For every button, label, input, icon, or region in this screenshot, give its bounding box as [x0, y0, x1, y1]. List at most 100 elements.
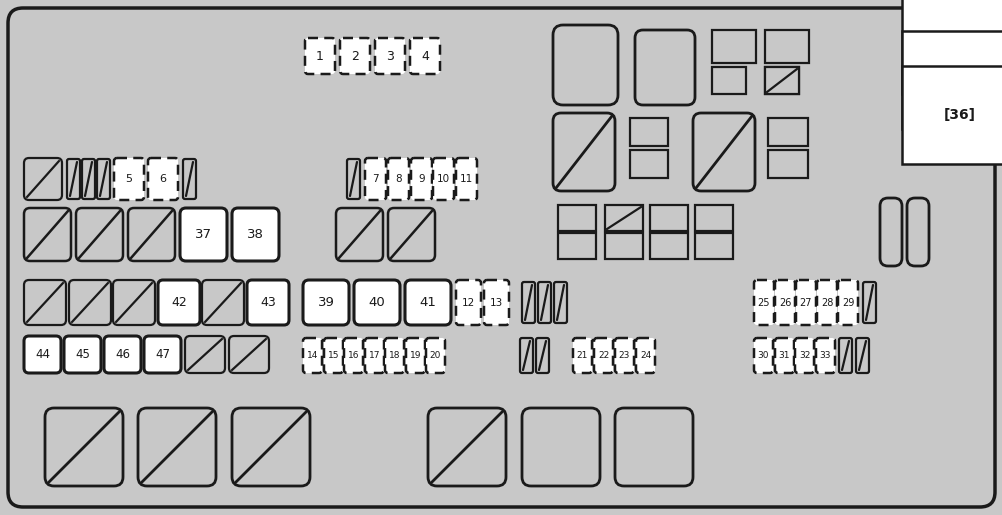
- FancyBboxPatch shape: [24, 280, 66, 325]
- Text: 21: 21: [576, 351, 587, 360]
- Text: 43: 43: [260, 296, 276, 309]
- FancyBboxPatch shape: [388, 208, 435, 261]
- Text: 38: 38: [246, 228, 264, 241]
- FancyBboxPatch shape: [388, 158, 409, 200]
- FancyBboxPatch shape: [344, 338, 363, 373]
- FancyBboxPatch shape: [182, 159, 195, 199]
- FancyBboxPatch shape: [64, 336, 101, 373]
- Bar: [711, 30, 756, 63]
- FancyBboxPatch shape: [231, 408, 310, 486]
- Text: 31: 31: [778, 351, 790, 360]
- FancyBboxPatch shape: [535, 338, 548, 373]
- FancyBboxPatch shape: [45, 408, 123, 486]
- FancyBboxPatch shape: [635, 338, 654, 373]
- Text: 28: 28: [820, 298, 833, 307]
- FancyBboxPatch shape: [340, 38, 370, 74]
- FancyBboxPatch shape: [336, 208, 383, 261]
- FancyBboxPatch shape: [614, 408, 692, 486]
- FancyBboxPatch shape: [519, 338, 532, 373]
- Text: 32: 32: [798, 351, 810, 360]
- FancyBboxPatch shape: [69, 280, 111, 325]
- Text: 30: 30: [757, 351, 769, 360]
- FancyBboxPatch shape: [324, 338, 343, 373]
- Text: 2: 2: [351, 49, 359, 62]
- Text: 33: 33: [819, 351, 831, 360]
- FancyBboxPatch shape: [426, 338, 445, 373]
- Text: 5: 5: [125, 174, 132, 184]
- Text: 37: 37: [194, 228, 211, 241]
- FancyBboxPatch shape: [775, 280, 795, 325]
- FancyBboxPatch shape: [406, 338, 425, 373]
- Text: 29: 29: [841, 298, 854, 307]
- FancyBboxPatch shape: [428, 408, 505, 486]
- Bar: [629, 118, 667, 146]
- FancyBboxPatch shape: [456, 280, 481, 325]
- Text: [34]: [34]: [943, 38, 975, 52]
- FancyBboxPatch shape: [24, 336, 61, 373]
- Text: 6: 6: [159, 174, 166, 184]
- Text: [35]: [35]: [943, 73, 975, 87]
- Text: 3: 3: [386, 49, 394, 62]
- FancyBboxPatch shape: [879, 198, 901, 266]
- Bar: [765, 67, 799, 94]
- Text: 47: 47: [155, 348, 169, 361]
- Bar: [604, 205, 642, 231]
- FancyBboxPatch shape: [593, 338, 612, 373]
- FancyBboxPatch shape: [385, 338, 404, 373]
- FancyBboxPatch shape: [521, 282, 534, 323]
- FancyBboxPatch shape: [775, 338, 794, 373]
- FancyBboxPatch shape: [76, 208, 123, 261]
- Text: 22: 22: [597, 351, 608, 360]
- Text: 17: 17: [369, 351, 380, 360]
- Bar: [629, 150, 667, 178]
- Text: 39: 39: [318, 296, 334, 309]
- FancyBboxPatch shape: [754, 280, 774, 325]
- Bar: [694, 205, 732, 231]
- FancyBboxPatch shape: [365, 158, 386, 200]
- Text: 25: 25: [757, 298, 770, 307]
- Bar: [711, 67, 745, 94]
- Bar: [604, 233, 642, 259]
- FancyBboxPatch shape: [201, 280, 243, 325]
- Text: 45: 45: [75, 348, 90, 361]
- FancyBboxPatch shape: [817, 280, 836, 325]
- Text: 18: 18: [389, 351, 400, 360]
- FancyBboxPatch shape: [128, 208, 174, 261]
- FancyBboxPatch shape: [521, 408, 599, 486]
- FancyBboxPatch shape: [114, 158, 144, 200]
- FancyBboxPatch shape: [8, 8, 994, 507]
- FancyBboxPatch shape: [67, 159, 80, 199]
- Text: 42: 42: [171, 296, 186, 309]
- Text: 4: 4: [421, 49, 429, 62]
- FancyBboxPatch shape: [837, 280, 857, 325]
- FancyBboxPatch shape: [228, 336, 269, 373]
- FancyBboxPatch shape: [862, 282, 875, 323]
- FancyBboxPatch shape: [754, 338, 773, 373]
- FancyBboxPatch shape: [138, 408, 215, 486]
- FancyBboxPatch shape: [375, 38, 405, 74]
- Text: 41: 41: [419, 296, 436, 309]
- FancyBboxPatch shape: [537, 282, 550, 323]
- FancyBboxPatch shape: [456, 158, 477, 200]
- Text: 13: 13: [489, 298, 503, 307]
- FancyBboxPatch shape: [405, 280, 451, 325]
- FancyBboxPatch shape: [795, 338, 814, 373]
- Text: 8: 8: [395, 174, 402, 184]
- Text: 1: 1: [316, 49, 324, 62]
- FancyBboxPatch shape: [572, 338, 591, 373]
- FancyBboxPatch shape: [634, 30, 694, 105]
- Bar: [694, 233, 732, 259]
- Text: 19: 19: [410, 351, 421, 360]
- Bar: [768, 150, 808, 178]
- Text: 23: 23: [618, 351, 629, 360]
- FancyBboxPatch shape: [354, 280, 400, 325]
- Bar: [768, 118, 808, 146]
- FancyBboxPatch shape: [104, 336, 141, 373]
- FancyBboxPatch shape: [816, 338, 835, 373]
- FancyBboxPatch shape: [855, 338, 868, 373]
- FancyBboxPatch shape: [246, 280, 289, 325]
- FancyBboxPatch shape: [184, 336, 224, 373]
- FancyBboxPatch shape: [433, 158, 454, 200]
- Text: 44: 44: [35, 348, 50, 361]
- FancyBboxPatch shape: [97, 159, 110, 199]
